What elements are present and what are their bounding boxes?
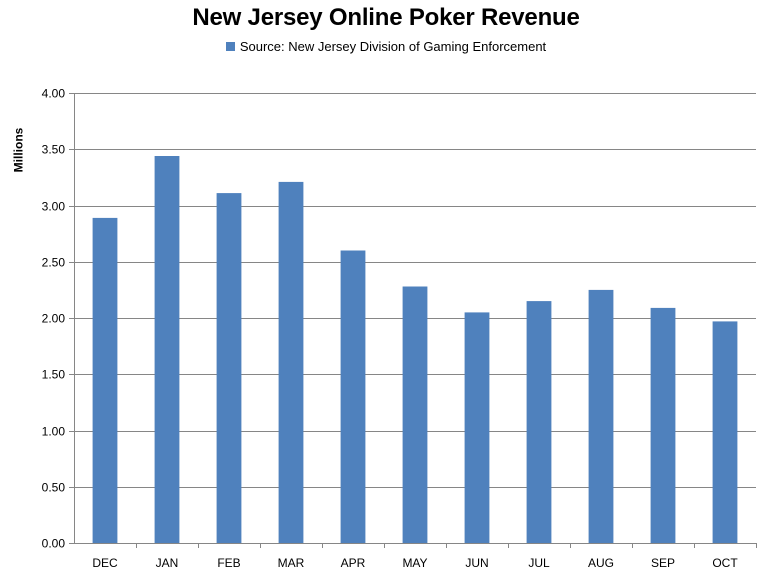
chart-title: New Jersey Online Poker Revenue	[192, 4, 580, 31]
x-tick-label: OCT	[712, 556, 738, 570]
y-tick-label: 2.00	[42, 312, 66, 326]
x-tick-label: JUN	[465, 556, 488, 570]
y-tick-label: 1.00	[42, 425, 66, 439]
bar-jan	[154, 156, 180, 543]
y-tick-label: 4.00	[42, 87, 66, 101]
bar-feb	[216, 193, 242, 543]
y-tick-label: 0.50	[42, 481, 66, 495]
y-tick-label: 3.00	[42, 200, 66, 214]
x-tick-label: APR	[341, 556, 366, 570]
y-tick-label: 2.50	[42, 256, 66, 270]
legend-label: Source: New Jersey Division of Gaming En…	[239, 39, 547, 54]
bar-mar	[278, 181, 304, 543]
y-tick-label: 1.50	[42, 368, 66, 382]
x-tick-label: MAY	[402, 556, 427, 570]
x-tick-label: SEP	[651, 556, 675, 570]
bar-sep	[650, 307, 676, 543]
x-tick-label: JUL	[528, 556, 550, 570]
x-tick-label: MAR	[278, 556, 305, 570]
bar-jul	[526, 301, 552, 543]
bar-may	[402, 286, 428, 543]
bar-oct	[712, 321, 738, 543]
x-tick-label: FEB	[217, 556, 240, 570]
bar-aug	[588, 289, 614, 543]
bar-dec	[92, 217, 118, 543]
y-tick-label: 3.50	[42, 143, 66, 157]
legend-swatch	[225, 42, 235, 51]
x-tick-label: DEC	[92, 556, 118, 570]
y-tick-label: 0.00	[42, 537, 66, 551]
bar-apr	[340, 250, 366, 543]
chart-legend: Source: New Jersey Division of Gaming En…	[0, 39, 772, 54]
bar-jun	[464, 312, 490, 543]
x-tick-label: AUG	[588, 556, 614, 570]
x-tick-label: JAN	[156, 556, 179, 570]
